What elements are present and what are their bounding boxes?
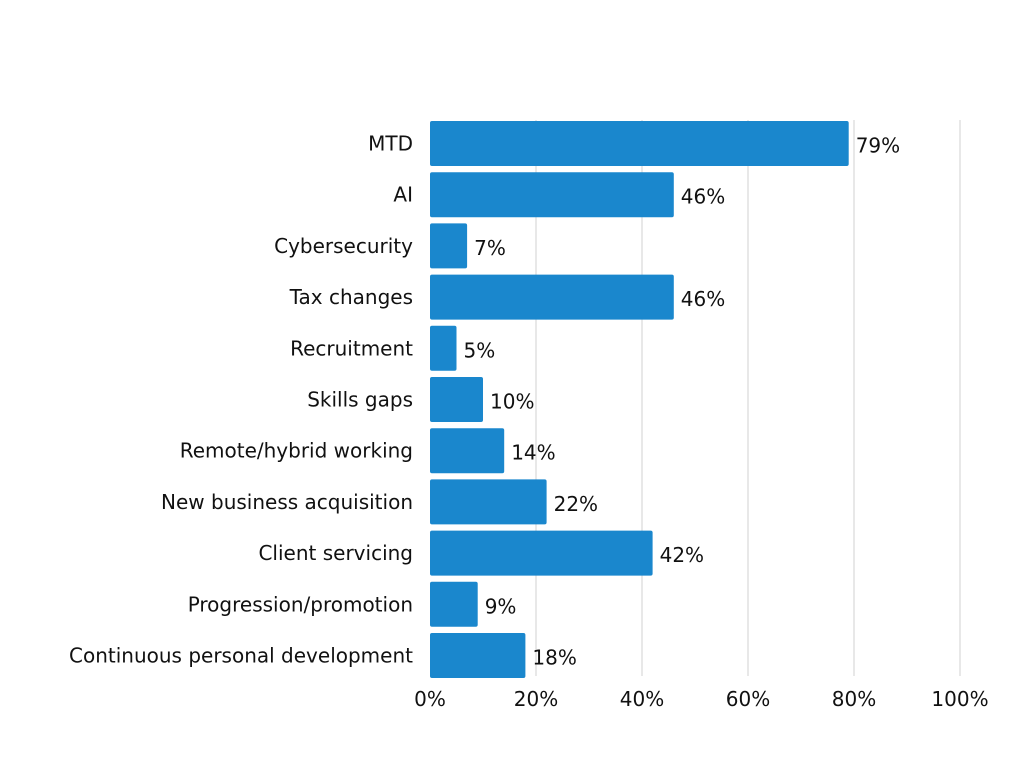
data-label: 9%: [485, 594, 517, 618]
bar: [430, 479, 547, 525]
data-labels: 79% 46% 7% 46% 5% 10% 14% 22% 42% 9% 18%: [464, 134, 901, 670]
category-label: Progression/promotion: [188, 592, 413, 616]
data-label: 5%: [464, 338, 496, 362]
category-label: MTD: [368, 132, 413, 156]
bar: [430, 581, 478, 627]
category-label: Remote/hybrid working: [180, 439, 413, 463]
bar: [430, 223, 468, 269]
x-tick-label: 0%: [414, 687, 446, 711]
category-label: Tax changes: [289, 285, 413, 309]
category-labels: MTD AI Cybersecurity Tax changes Recruitment…: [69, 132, 413, 668]
bar: [430, 274, 674, 320]
category-label: Skills gaps: [307, 388, 413, 412]
bar: [430, 121, 849, 166]
data-label: 42%: [660, 543, 704, 567]
category-label: Continuous personal development: [69, 644, 413, 668]
category-label: Recruitment: [290, 336, 413, 360]
category-label: New business acquisition: [161, 490, 413, 514]
category-label: AI: [393, 183, 413, 207]
bar: [430, 428, 505, 474]
x-tick-label: 60%: [726, 687, 770, 711]
category-label: Client servicing: [258, 541, 413, 565]
bar: [430, 172, 674, 218]
bars: [430, 121, 849, 678]
data-label: 7%: [474, 236, 506, 260]
x-tick-label: 100%: [931, 687, 988, 711]
data-label: 22%: [554, 492, 598, 516]
x-tick-label: 40%: [620, 687, 664, 711]
bar: [430, 633, 526, 678]
data-label: 18%: [532, 646, 576, 670]
x-tick-label: 80%: [832, 687, 876, 711]
bar: [430, 530, 653, 576]
data-label: 46%: [681, 287, 725, 311]
category-label: Cybersecurity: [274, 234, 413, 258]
x-axis-tick-labels: 0% 20% 40% 60% 80% 100%: [414, 687, 988, 711]
data-label: 14%: [511, 441, 555, 465]
data-label: 46%: [681, 185, 725, 209]
bar: [430, 377, 483, 422]
data-label: 10%: [490, 390, 534, 414]
bar: [430, 325, 457, 371]
x-tick-label: 20%: [514, 687, 558, 711]
data-label: 79%: [856, 134, 900, 158]
